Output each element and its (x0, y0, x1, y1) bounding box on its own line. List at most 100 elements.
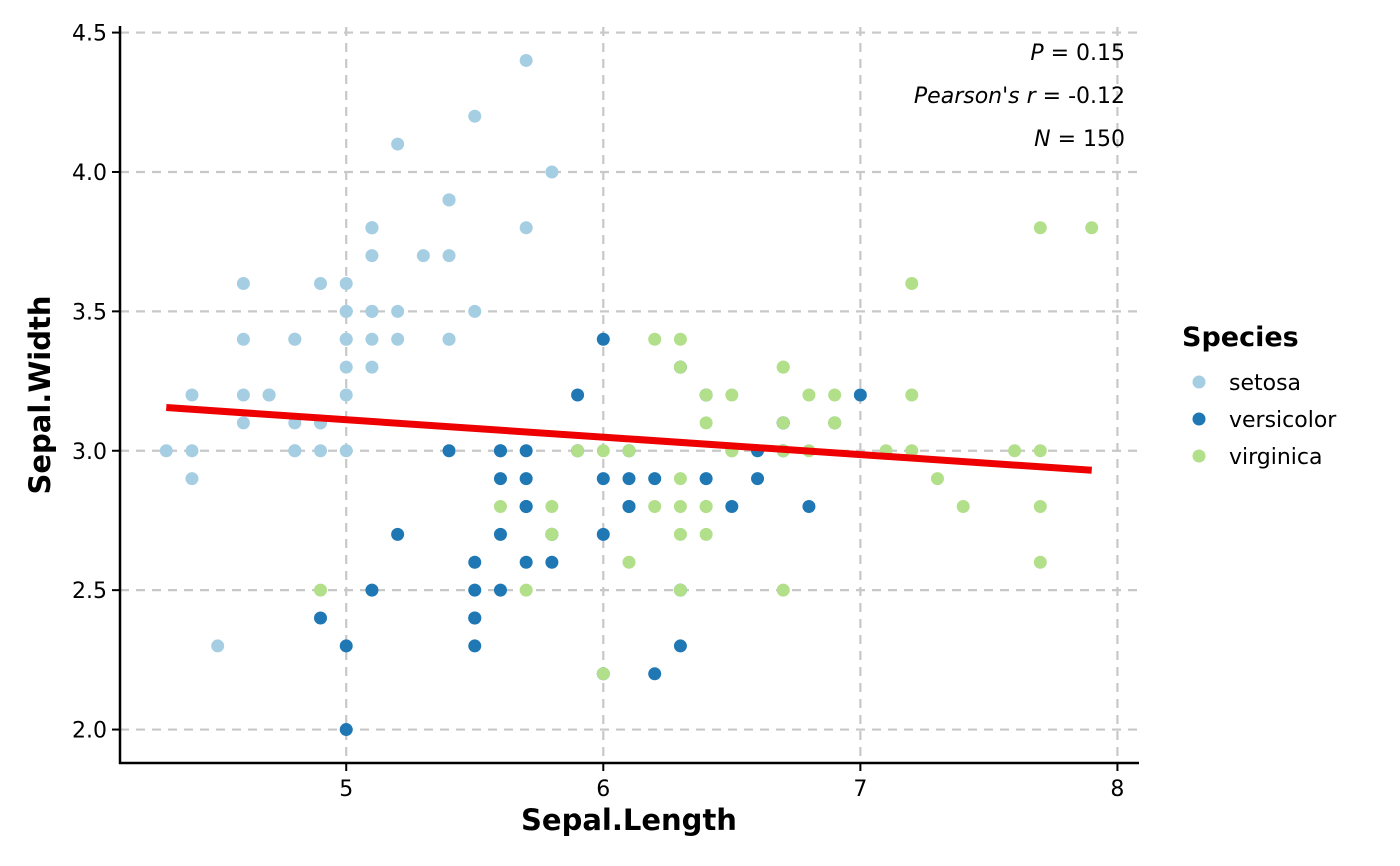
legend-title: Species (1182, 322, 1299, 353)
point-virginica (1085, 221, 1099, 235)
point-versicolor (725, 500, 739, 514)
point-versicolor (442, 444, 456, 458)
point-virginica (1033, 500, 1047, 514)
point-virginica (1033, 221, 1047, 235)
point-versicolor (751, 472, 765, 486)
annotation-value: = -0.12 (1036, 84, 1125, 109)
point-virginica (673, 472, 687, 486)
annotation-value: = 150 (1051, 127, 1125, 152)
point-setosa (339, 360, 353, 374)
annotation-label: P (1030, 41, 1044, 66)
y-tick-label: 2.0 (72, 719, 107, 744)
point-versicolor (391, 527, 405, 541)
point-setosa (416, 249, 430, 263)
x-tick-label: 6 (596, 777, 610, 802)
point-virginica (596, 667, 610, 681)
point-versicolor (673, 639, 687, 653)
point-versicolor (339, 723, 353, 737)
point-virginica (314, 583, 328, 597)
point-setosa (262, 388, 276, 402)
point-setosa (339, 388, 353, 402)
point-versicolor (699, 472, 713, 486)
point-virginica (776, 583, 790, 597)
point-setosa (365, 304, 379, 318)
point-versicolor (853, 388, 867, 402)
point-setosa (339, 332, 353, 346)
point-versicolor (468, 611, 482, 625)
point-setosa (339, 304, 353, 318)
point-virginica (930, 472, 944, 486)
point-versicolor (468, 583, 482, 597)
point-setosa (236, 332, 250, 346)
point-setosa (365, 332, 379, 346)
point-versicolor (493, 444, 507, 458)
legend-label-virginica: virginica (1229, 445, 1323, 470)
point-versicolor (648, 472, 662, 486)
y-axis-label: Sepal.Width (23, 295, 57, 494)
point-setosa (185, 388, 199, 402)
x-tick-label: 5 (339, 777, 353, 802)
point-setosa (339, 444, 353, 458)
point-virginica (545, 527, 559, 541)
point-setosa (391, 304, 405, 318)
point-virginica (725, 388, 739, 402)
point-versicolor (802, 500, 816, 514)
point-versicolor (468, 639, 482, 653)
point-setosa (159, 444, 173, 458)
legend-label-versicolor: versicolor (1229, 408, 1337, 433)
point-virginica (699, 500, 713, 514)
point-virginica (673, 500, 687, 514)
point-virginica (905, 388, 919, 402)
point-setosa (314, 276, 328, 290)
point-versicolor (596, 527, 610, 541)
point-virginica (622, 555, 636, 569)
point-virginica (1008, 444, 1022, 458)
legend-label-setosa: setosa (1229, 371, 1301, 396)
point-setosa (339, 276, 353, 290)
point-virginica (545, 500, 559, 514)
axis-ticks: 5 6 7 8 2.0 2.5 3.0 3.5 4.0 4.5 (72, 22, 1124, 802)
point-virginica (699, 416, 713, 430)
point-virginica (493, 500, 507, 514)
point-setosa (468, 109, 482, 123)
legend-marker-virginica (1192, 449, 1206, 463)
point-versicolor (468, 555, 482, 569)
legend-marker-setosa (1192, 375, 1206, 389)
point-versicolor (493, 583, 507, 597)
point-virginica (519, 583, 533, 597)
point-versicolor (339, 639, 353, 653)
point-setosa (365, 221, 379, 235)
regression-line (166, 404, 1092, 474)
point-versicolor (545, 555, 559, 569)
point-virginica (673, 360, 687, 374)
point-virginica (905, 444, 919, 458)
legend-marker-versicolor (1192, 412, 1206, 426)
point-virginica (802, 388, 816, 402)
point-virginica (673, 527, 687, 541)
point-virginica (828, 416, 842, 430)
point-virginica (1033, 555, 1047, 569)
point-setosa (236, 388, 250, 402)
point-setosa (519, 53, 533, 67)
y-tick-label: 2.5 (72, 579, 107, 604)
point-setosa (391, 137, 405, 151)
annotation-line: N = 150 (1034, 127, 1125, 152)
x-axis-label: Sepal.Length (521, 803, 737, 837)
point-virginica (1033, 444, 1047, 458)
point-virginica (828, 388, 842, 402)
point-versicolor (365, 583, 379, 597)
point-setosa (442, 193, 456, 207)
data-points (159, 53, 1099, 737)
gridlines (120, 27, 1138, 763)
annotation-label: N (1034, 127, 1050, 152)
point-virginica (648, 500, 662, 514)
point-versicolor (314, 611, 328, 625)
point-virginica (673, 332, 687, 346)
point-setosa (545, 165, 559, 179)
y-tick-label: 4.5 (72, 22, 107, 47)
y-tick-label: 3.5 (72, 300, 107, 325)
y-tick-label: 3.0 (72, 440, 107, 465)
point-virginica (648, 332, 662, 346)
point-virginica (699, 388, 713, 402)
point-versicolor (519, 555, 533, 569)
